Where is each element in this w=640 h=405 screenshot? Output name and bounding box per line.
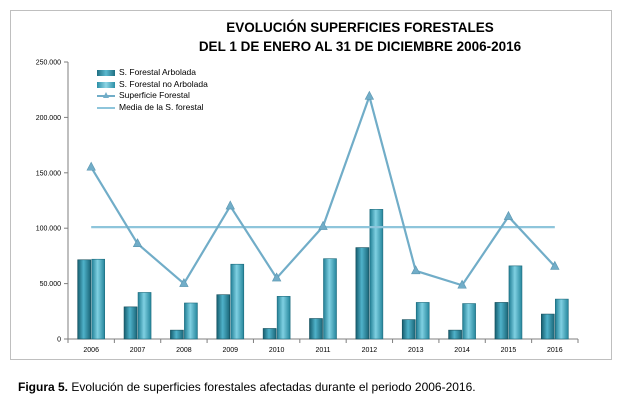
bar-no-arbolada [369, 209, 384, 340]
legend-swatch-arbolada [97, 70, 115, 76]
bar-arbolada [262, 328, 277, 340]
x-tick-label: 2015 [501, 347, 517, 354]
bar-arbolada [309, 318, 323, 340]
x-tick-label: 2007 [130, 347, 146, 354]
chart-subtitle: DEL 1 DE ENERO AL 31 DE DICIEMBRE 2006-2… [198, 39, 522, 54]
x-tick-label: 2016 [547, 347, 563, 354]
bar-no-arbolada [415, 302, 430, 340]
y-tick-label: 100.000 [36, 226, 61, 233]
bar-no-arbolada [276, 296, 291, 340]
y-tick-label: 200.000 [36, 115, 61, 122]
legend-item-arbolada: S. Forestal Arbolada [97, 67, 208, 79]
bar-arbolada [170, 329, 184, 340]
bar-no-arbolada [555, 298, 569, 340]
bar-arbolada [541, 313, 555, 340]
chart-title: EVOLUCIÓN SUPERFICIES FORESTALES [226, 20, 494, 35]
bar-arbolada [448, 329, 462, 340]
point-superficie [225, 200, 235, 210]
point-superficie [86, 161, 96, 171]
legend-item-no-arbolada: S. Forestal no Arbolada [97, 79, 208, 91]
caption-label: Figura 5. [18, 380, 69, 394]
bar-arbolada [401, 319, 416, 340]
legend-swatch-media [97, 106, 115, 109]
chart-legend: S. Forestal Arbolada S. Forestal no Arbo… [97, 67, 208, 113]
point-superficie [179, 277, 189, 287]
legend-label-no-arbolada: S. Forestal no Arbolada [119, 78, 208, 89]
series-line-superficie [90, 92, 556, 287]
point-superficie [550, 260, 560, 270]
y-tick-label: 0 [57, 337, 61, 344]
x-tick-label: 2012 [362, 347, 378, 354]
legend-item-media: Media de la S. forestal [97, 102, 208, 114]
bar-no-arbolada [323, 258, 337, 340]
bar-no-arbolada [508, 265, 523, 340]
bar-arbolada [494, 302, 509, 340]
point-superficie [364, 90, 375, 100]
point-superficie [318, 220, 328, 230]
bar-no-arbolada [230, 263, 245, 340]
bar-arbolada [216, 294, 231, 340]
bar-no-arbolada [184, 302, 198, 340]
legend-swatch-no-arbolada [97, 81, 115, 88]
point-superficie [503, 210, 514, 220]
x-tick-label: 2013 [408, 347, 424, 354]
point-superficie [411, 265, 421, 275]
plot-area: 0 50.000 100.000 150.000 200.000 250.000 2006 2… [36, 60, 579, 354]
y-tick-label: 50.000 [40, 281, 62, 288]
triangle-marker-icon [103, 92, 109, 98]
legend-label-arbolada: S. Forestal Arbolada [119, 67, 197, 77]
y-tick-label: 150.000 [36, 170, 61, 177]
caption-text: Evolución de superficies forestales afec… [68, 380, 476, 394]
point-superficie [271, 272, 282, 282]
bar-no-arbolada [91, 258, 105, 340]
point-superficie [457, 279, 467, 289]
legend-label-superficie: Superficie Forestal [119, 90, 190, 100]
bar-arbolada [355, 247, 370, 340]
point-superficie [132, 238, 143, 248]
x-tick-label: 2009 [222, 347, 238, 354]
bar-arbolada [77, 259, 91, 340]
x-tick-label: 2010 [269, 347, 285, 354]
legend-item-superficie: Superficie Forestal [97, 90, 208, 102]
figure-caption: Figura 5. Evolución de superficies fores… [18, 380, 476, 394]
x-tick-label: 2006 [83, 347, 99, 354]
x-tick-label: 2011 [315, 347, 330, 354]
bar-no-arbolada [137, 292, 152, 340]
bar-no-arbolada [462, 303, 476, 340]
legend-label-media: Media de la S. forestal [119, 101, 204, 112]
x-tick-label: 2008 [176, 347, 192, 354]
bar-arbolada [123, 306, 138, 340]
x-tick-label: 2014 [454, 347, 470, 354]
y-tick-label: 250.000 [36, 60, 61, 67]
